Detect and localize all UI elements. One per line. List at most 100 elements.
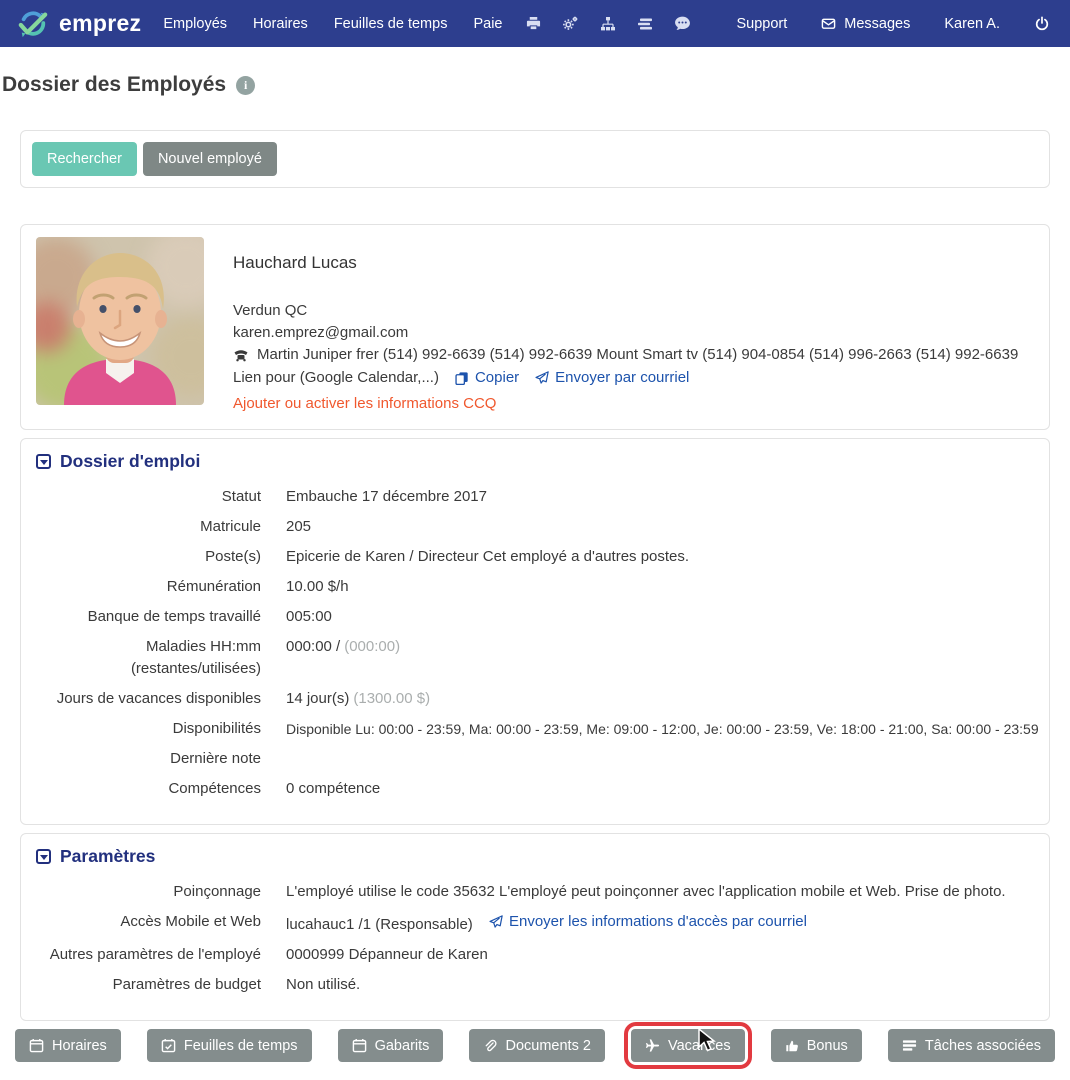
nav-paie[interactable]: Paie bbox=[473, 15, 503, 32]
envelope-icon bbox=[821, 16, 836, 31]
field-value: Disponible Lu: 00:00 - 23:59, Ma: 00:00 … bbox=[286, 721, 1039, 737]
field-row: Accès Mobile et Web lucahauc1 /1 (Respon… bbox=[36, 911, 1034, 936]
print-icon[interactable] bbox=[526, 16, 541, 31]
cogs-icon[interactable] bbox=[562, 15, 579, 32]
settings-section-header[interactable]: Paramètres bbox=[36, 846, 1034, 867]
paper-plane-icon bbox=[535, 371, 549, 385]
copy-icon bbox=[455, 371, 469, 385]
horaires-button[interactable]: Horaires bbox=[15, 1029, 121, 1062]
caret-square-down-icon bbox=[36, 849, 51, 864]
field-value: 000:00 /(000:00) bbox=[286, 636, 400, 680]
field-label: Accès Mobile et Web bbox=[120, 913, 261, 930]
calendar-link-label: Lien pour (Google Calendar,...) bbox=[233, 369, 439, 386]
feuilles-de-temps-button[interactable]: Feuilles de temps bbox=[146, 1029, 312, 1062]
field-value: lucahauc1 /1 (Responsable) Envoyer les i… bbox=[286, 911, 807, 936]
brand-logo[interactable]: emprez bbox=[14, 9, 141, 39]
footer-actions: Horaires Feuilles de temps Gabarits Docu… bbox=[15, 1022, 1055, 1069]
search-button[interactable]: Rechercher bbox=[32, 142, 137, 176]
field-value-main: 14 jour(s) bbox=[286, 690, 350, 707]
copy-link[interactable]: Copier bbox=[455, 367, 519, 389]
taches-associees-button[interactable]: Tâches associées bbox=[887, 1029, 1055, 1062]
chat-icon[interactable] bbox=[674, 15, 691, 32]
field-value: Non utilisé. bbox=[286, 976, 361, 993]
nav-horaires[interactable]: Horaires bbox=[253, 15, 308, 32]
field-value: 0000999 Dépanneur de Karen bbox=[286, 946, 488, 963]
field-value: 205 bbox=[286, 518, 312, 535]
top-navbar: emprez Employés Horaires Feuilles de tem… bbox=[0, 0, 1070, 47]
send-access-info-link[interactable]: Envoyer les informations d'accès par cou… bbox=[489, 911, 807, 933]
field-label: Poste(s) bbox=[205, 548, 261, 565]
vacances-button[interactable]: Vacances bbox=[631, 1029, 745, 1062]
field-value: 10.00 $/h bbox=[286, 578, 349, 595]
documents-button[interactable]: Documents 2 bbox=[469, 1029, 605, 1062]
field-row: Maladies HH:mm (restantes/utilisées) 000… bbox=[36, 636, 1034, 680]
paperclip-icon bbox=[483, 1039, 498, 1053]
employee-card: Hauchard Lucas Verdun QC karen.emprez@gm… bbox=[20, 224, 1050, 430]
field-value-muted: (1300.00 $) bbox=[353, 690, 431, 707]
field-value-main: lucahauc1 /1 (Responsable) bbox=[286, 916, 473, 933]
field-value-muted: (000:00) bbox=[344, 638, 401, 655]
vacances-label: Vacances bbox=[668, 1037, 731, 1054]
send-by-email-link[interactable]: Envoyer par courriel bbox=[535, 367, 689, 389]
field-row: Banque de temps travaillé 005:00 bbox=[36, 606, 1034, 628]
gabarits-button[interactable]: Gabarits bbox=[337, 1029, 444, 1062]
field-row: Dernière note bbox=[36, 748, 1034, 770]
field-value: Epicerie de Karen / Directeur Cet employ… bbox=[286, 548, 690, 565]
employee-phones: Martin Juniper frer (514) 992-6639 (514)… bbox=[257, 346, 1019, 363]
nav-user[interactable]: Karen A. bbox=[944, 15, 1000, 32]
nav-messages[interactable]: Messages bbox=[821, 16, 910, 32]
documents-label: Documents 2 bbox=[505, 1037, 591, 1054]
field-row: Matricule 205 bbox=[36, 516, 1034, 538]
field-row: Statut Embauche 17 décembre 2017 bbox=[36, 486, 1034, 508]
nav-support[interactable]: Support bbox=[736, 15, 788, 32]
caret-square-down-icon bbox=[36, 454, 51, 469]
ccq-link[interactable]: Ajouter ou activer les informations CCQ bbox=[233, 395, 497, 412]
field-label: Statut bbox=[221, 488, 261, 505]
field-value: Embauche 17 décembre 2017 bbox=[286, 488, 487, 505]
sitemap-icon[interactable] bbox=[600, 16, 616, 32]
nav-employes[interactable]: Employés bbox=[163, 15, 228, 32]
bonus-button[interactable]: Bonus bbox=[770, 1029, 862, 1062]
field-label: Jours de vacances disponibles bbox=[56, 690, 261, 707]
field-label: Poinçonnage bbox=[173, 883, 261, 900]
field-row: Paramètres de budget Non utilisé. bbox=[36, 974, 1034, 996]
page-title: Dossier des Employés i bbox=[2, 73, 1070, 97]
nav-feuilles-de-temps[interactable]: Feuilles de temps bbox=[333, 15, 448, 32]
power-icon[interactable] bbox=[1034, 15, 1050, 32]
employment-section: Dossier d'emploi Statut Embauche 17 déce… bbox=[20, 438, 1050, 825]
employee-location: Verdun QC bbox=[233, 302, 308, 319]
brand-name: emprez bbox=[59, 10, 142, 36]
field-label: Rémunération bbox=[166, 578, 261, 595]
field-row: Jours de vacances disponibles 14 jour(s)… bbox=[36, 688, 1034, 710]
field-label: Autres paramètres de l'employé bbox=[49, 946, 261, 963]
horaires-label: Horaires bbox=[52, 1037, 107, 1054]
employee-photo bbox=[36, 237, 204, 405]
phone-icon bbox=[233, 347, 249, 363]
stream-icon[interactable] bbox=[637, 16, 653, 32]
employment-section-header[interactable]: Dossier d'emploi bbox=[36, 451, 1034, 472]
plane-icon bbox=[645, 1038, 660, 1053]
field-label: Banque de temps travaillé bbox=[87, 608, 261, 625]
field-label: Disponibilités bbox=[172, 720, 261, 737]
employment-section-title: Dossier d'emploi bbox=[60, 451, 201, 471]
field-value: 0 compétence bbox=[286, 780, 381, 797]
field-label: Matricule bbox=[200, 518, 261, 535]
employee-name: Hauchard Lucas bbox=[233, 253, 357, 272]
field-row: Disponibilités Disponible Lu: 00:00 - 23… bbox=[36, 718, 1039, 740]
info-circle-icon[interactable]: i bbox=[236, 75, 256, 95]
copy-link-label: Copier bbox=[474, 369, 520, 386]
field-label: Compétences bbox=[168, 780, 261, 797]
field-value: L'employé utilise le code 35632 L'employ… bbox=[286, 883, 1006, 900]
page-title-text: Dossier des Employés bbox=[2, 73, 227, 96]
feuilles-de-temps-label: Feuilles de temps bbox=[183, 1037, 298, 1054]
gabarits-label: Gabarits bbox=[374, 1037, 430, 1054]
new-employee-button[interactable]: Nouvel employé bbox=[142, 142, 277, 176]
employee-email: karen.emprez@gmail.com bbox=[233, 324, 409, 341]
field-label: Maladies HH:mm (restantes/utilisées) bbox=[130, 638, 261, 677]
field-row: Autres paramètres de l'employé 0000999 D… bbox=[36, 944, 1034, 966]
settings-section: Paramètres Poinçonnage L'employé utilise… bbox=[20, 833, 1050, 1021]
bonus-label: Bonus bbox=[806, 1037, 848, 1054]
tasks-icon bbox=[902, 1038, 917, 1053]
field-row: Poinçonnage L'employé utilise le code 35… bbox=[36, 881, 1034, 903]
emprez-logo-icon bbox=[14, 9, 52, 39]
